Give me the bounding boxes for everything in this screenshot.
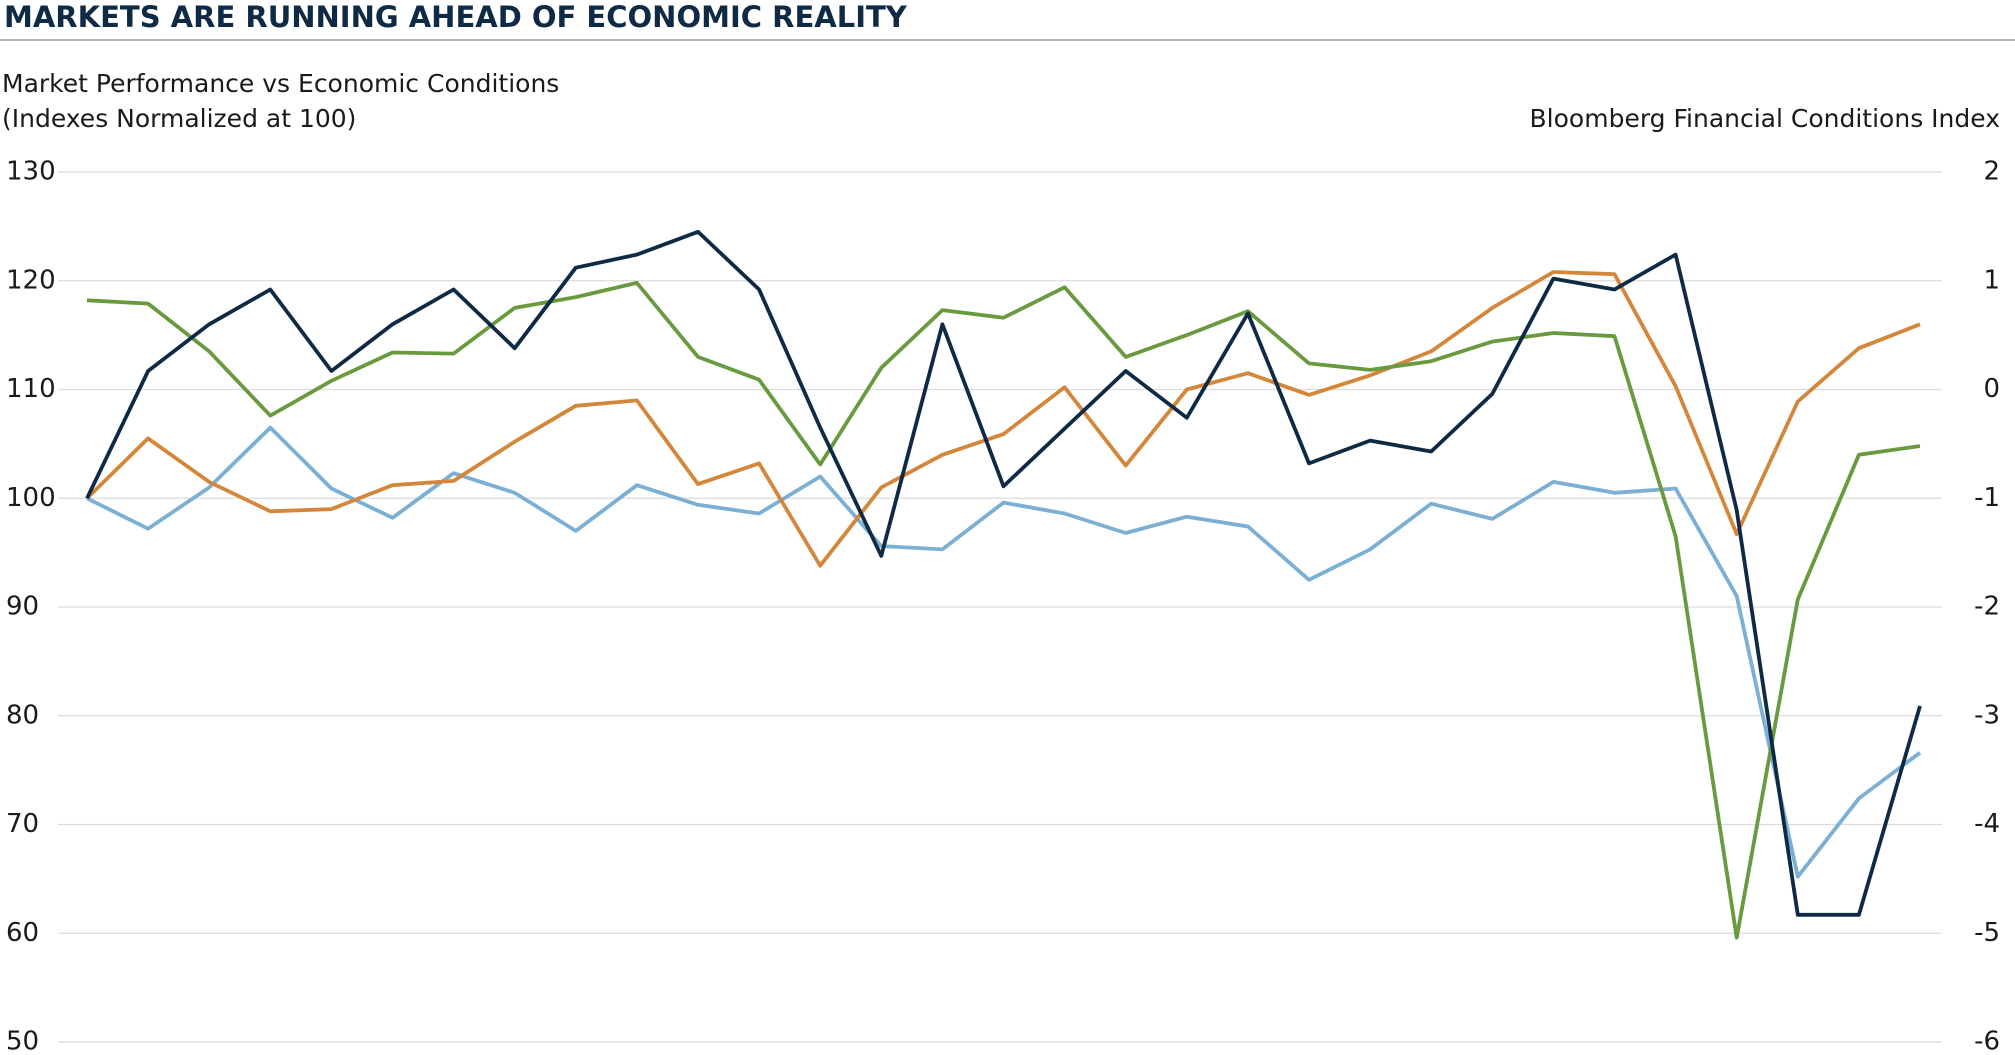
y-tick-label: 90 [6,592,39,622]
y2-axis-label: Bloomberg Financial Conditions Index [1530,104,2000,133]
y2-tick-label: -2 [1974,592,2000,622]
chart-title: MARKETS ARE RUNNING AHEAD OF ECONOMIC RE… [4,0,908,34]
y2-tick-label: -6 [1974,1027,2000,1055]
y-tick-label: 110 [6,374,56,404]
y-tick-label: 130 [6,157,56,187]
y-tick-label: 80 [6,700,39,730]
line-series [85,229,1922,917]
y-tick-label: 70 [6,809,39,839]
y2-tick-label: 1 [1983,265,2000,295]
y-tick-label: 120 [6,265,56,295]
y2-tick-label: -4 [1974,809,2000,839]
y2-tick-label: -1 [1974,483,2000,513]
subtitle: Market Performance vs Economic Condition… [2,69,559,98]
subtitle: (Indexes Normalized at 100) [2,104,356,133]
y-tick-label: 60 [6,918,39,948]
y-tick-label: 100 [6,483,56,513]
y-tick-label: 50 [6,1027,39,1055]
y2-tick-label: 2 [1983,157,2000,187]
y2-tick-label: -3 [1974,700,2000,730]
line-series [85,270,1921,568]
line-series [86,281,1921,940]
y2-tick-label: 0 [1983,374,2000,404]
line-series [86,425,1922,879]
y2-tick-label: -5 [1974,918,2000,948]
